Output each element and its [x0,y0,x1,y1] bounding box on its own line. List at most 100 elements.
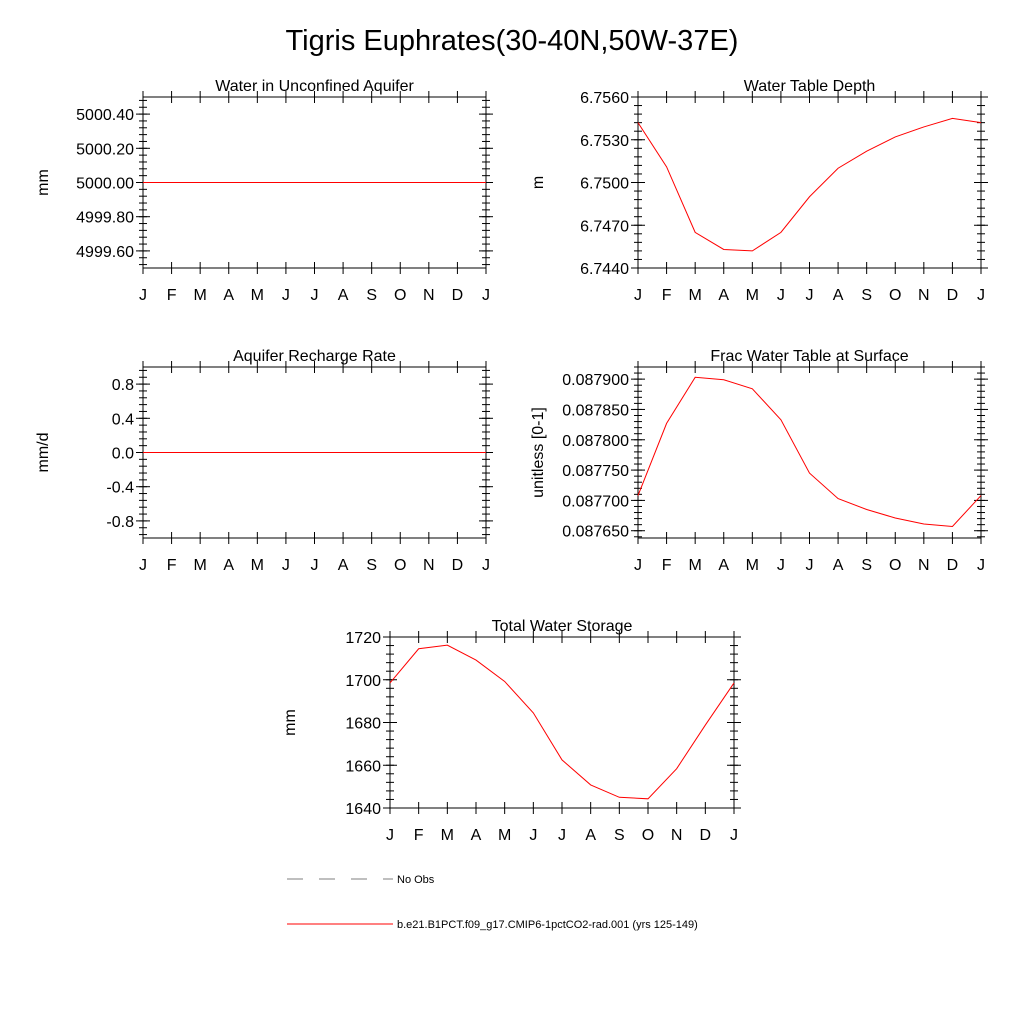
x-tick-label: A [833,557,844,574]
y-tick-label: 0.0 [112,446,134,463]
y-tick-label: 1640 [345,801,381,818]
x-tick-label: O [889,557,901,574]
x-tick-label: M [746,557,759,574]
y-tick-label: 0.087650 [562,524,629,541]
y-tick-label: 0.087800 [562,433,629,450]
x-tick-label: F [167,287,177,304]
legend-label-no-obs: No Obs [397,874,435,886]
x-tick-label: O [642,827,654,844]
y-tick-label: 0.087900 [562,372,629,389]
x-tick-label: A [338,557,349,574]
x-tick-label: J [777,287,785,304]
x-tick-label: J [634,287,642,304]
x-tick-label: D [700,827,712,844]
x-tick-label: J [730,827,738,844]
x-tick-label: M [251,287,264,304]
y-tick-label: 0.087750 [562,463,629,480]
x-tick-label: F [414,827,424,844]
x-tick-label: M [689,557,702,574]
x-tick-label: S [366,557,377,574]
x-tick-label: M [251,557,264,574]
y-axis-label: m [530,176,547,189]
x-tick-label: J [806,557,814,574]
y-tick-label: 4999.80 [76,210,134,227]
x-tick-label: A [338,287,349,304]
panel-title: Aquifer Recharge Rate [233,348,396,365]
y-tick-label: -0.8 [106,514,134,531]
x-tick-label: F [662,287,672,304]
panel-title: Water in Unconfined Aquifer [215,78,414,95]
x-tick-label: J [806,287,814,304]
y-tick-label: 6.7470 [580,218,629,235]
y-tick-label: 0.087850 [562,402,629,419]
series-line [637,117,982,252]
x-tick-label: F [662,557,672,574]
x-tick-label: D [452,557,464,574]
x-tick-label: J [139,287,147,304]
y-tick-label: 5000.40 [76,107,134,124]
x-tick-label: J [977,557,985,574]
series-line [389,644,735,800]
x-tick-label: J [311,287,319,304]
panel-title: Total Water Storage [492,618,633,635]
y-tick-label: 1720 [345,630,381,647]
y-tick-label: 6.7530 [580,133,629,150]
y-tick-label: 6.7560 [580,90,629,107]
plot-frame [637,366,982,539]
x-tick-label: J [529,827,537,844]
x-tick-label: M [746,287,759,304]
panel-title: Frac Water Table at Surface [710,348,908,365]
x-tick-label: M [194,557,207,574]
x-tick-label: N [423,287,435,304]
y-tick-label: 5000.00 [76,176,134,193]
x-tick-label: M [194,287,207,304]
x-tick-label: D [947,557,959,574]
x-tick-label: M [689,287,702,304]
x-tick-label: A [471,827,482,844]
x-tick-label: J [482,287,490,304]
y-tick-label: -0.4 [106,480,134,497]
y-axis-label: mm [282,709,299,736]
y-axis-label: unitless [0-1] [530,407,547,498]
x-tick-label: A [223,557,234,574]
x-tick-label: J [282,287,290,304]
x-tick-label: J [482,557,490,574]
x-tick-label: F [167,557,177,574]
y-tick-label: 6.7440 [580,261,629,278]
y-tick-label: 6.7500 [580,176,629,193]
x-tick-label: M [498,827,511,844]
x-tick-label: N [671,827,683,844]
legend: No Obs b.e21.B1PCT.f09_g17.CMIP6-1pctCO2… [287,874,698,931]
x-tick-label: J [558,827,566,844]
x-tick-label: O [394,287,406,304]
x-tick-label: D [947,287,959,304]
x-tick-label: S [366,287,377,304]
y-tick-label: 5000.20 [76,141,134,158]
panel-title: Water Table Depth [744,78,876,95]
x-tick-label: J [386,827,394,844]
series-line [637,376,982,527]
y-tick-label: 1700 [345,673,381,690]
x-tick-label: A [585,827,596,844]
x-tick-label: O [394,557,406,574]
y-tick-label: 1660 [345,758,381,775]
x-tick-label: J [777,557,785,574]
y-axis-label: mm/d [35,433,52,473]
y-tick-label: 0.8 [112,377,134,394]
x-tick-label: J [282,557,290,574]
x-tick-label: A [223,287,234,304]
plot-frame [389,636,735,809]
plot-frame [637,96,982,269]
y-axis-label: mm [35,169,52,196]
x-tick-label: S [861,557,872,574]
x-tick-label: N [918,287,930,304]
x-tick-label: S [614,827,625,844]
x-tick-label: J [634,557,642,574]
x-tick-label: D [452,287,464,304]
